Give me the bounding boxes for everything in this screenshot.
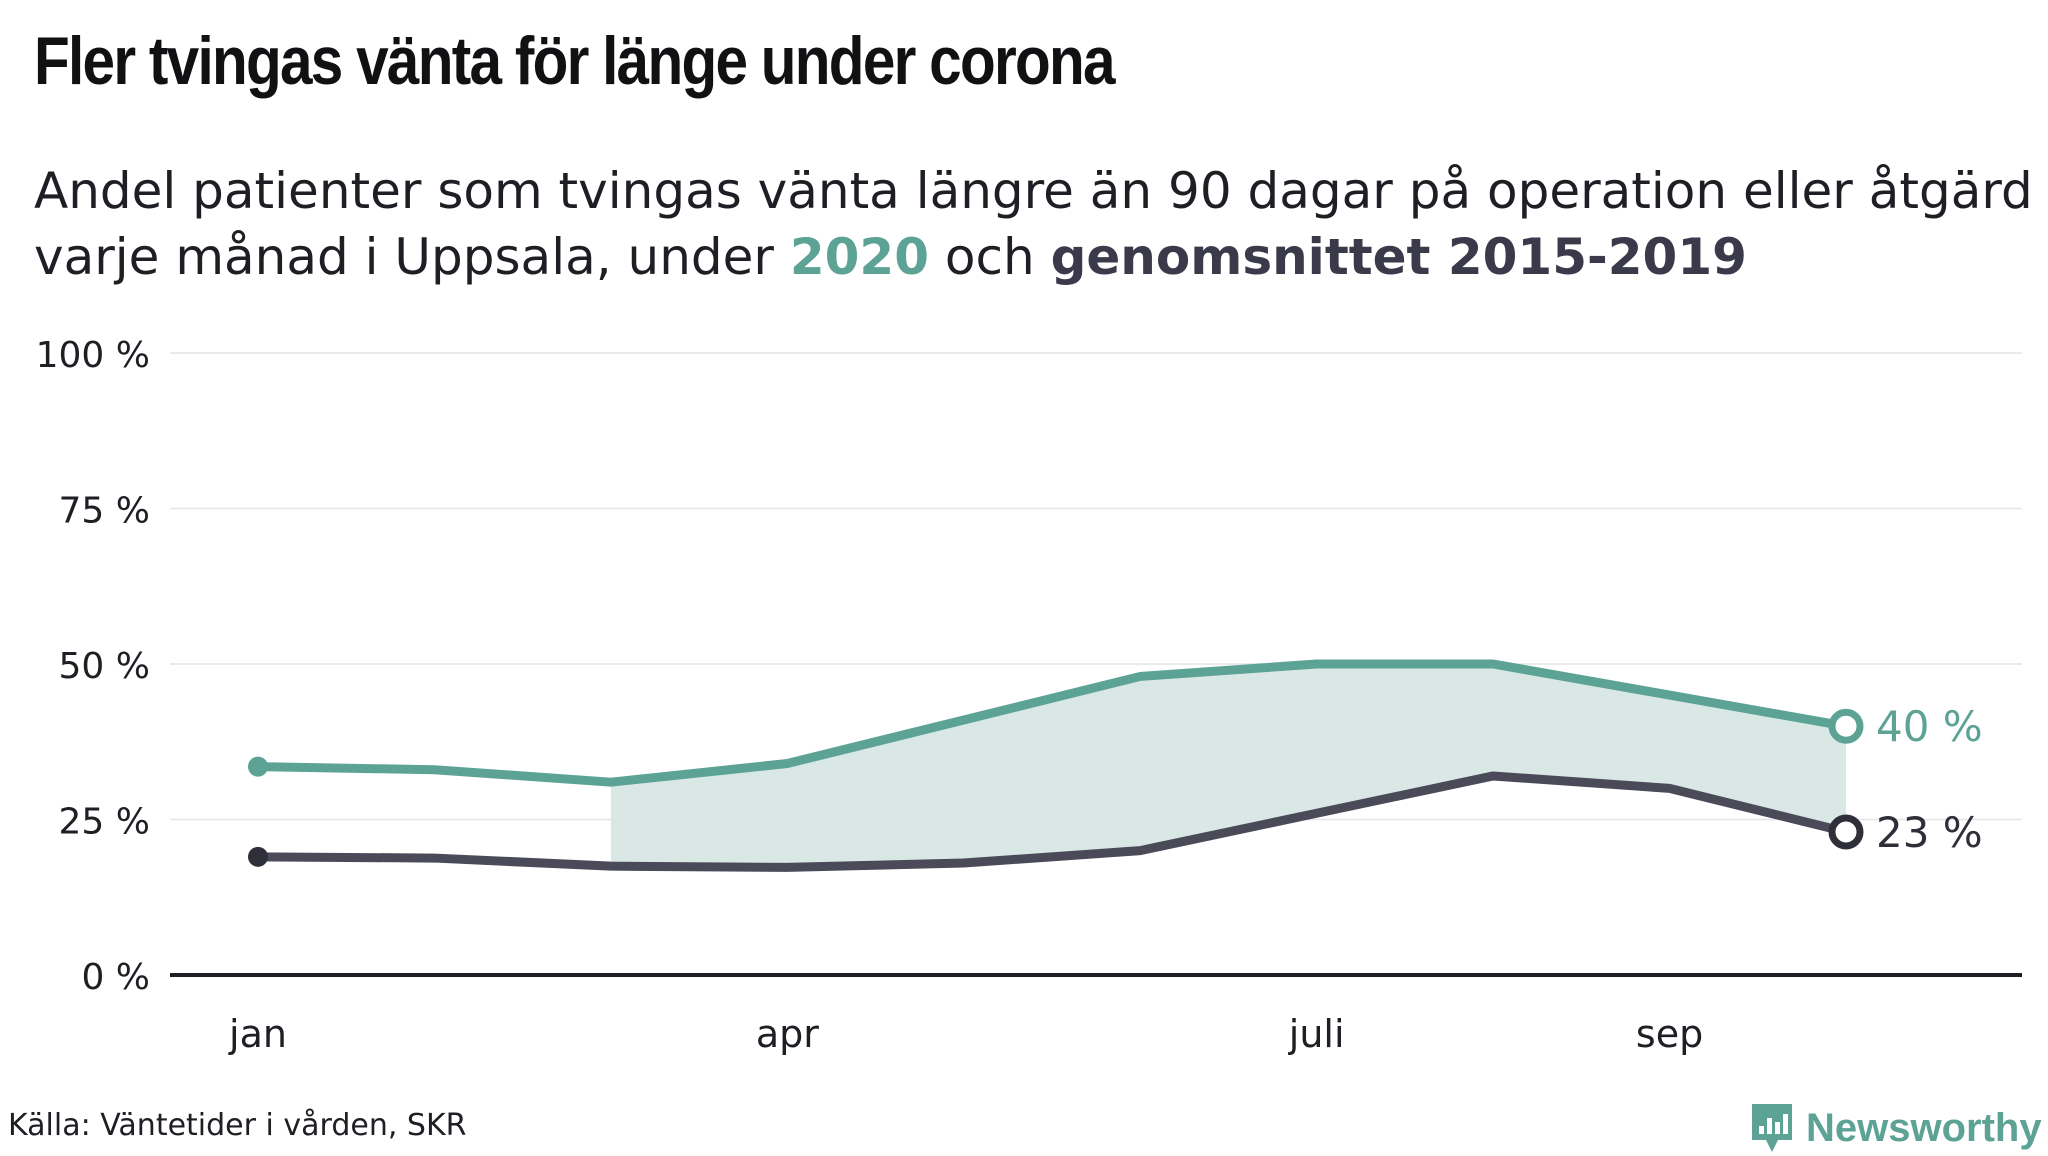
newsworthy-chart-icon <box>1752 1104 1792 1152</box>
subtitle-line-1: Andel patienter som tvingas vänta längre… <box>34 162 2033 220</box>
gap-area-fill <box>610 664 1846 868</box>
newsworthy-logo[interactable]: Newsworthy <box>1748 1100 2042 1156</box>
tick-labels: 0 % 25 % 50 % 75 % 100 % jan apr juli sep 40 % 23 … <box>36 335 1983 1056</box>
subtitle-prefix: varje månad i Uppsala, under <box>34 228 790 286</box>
series-line-1 <box>253 771 1851 872</box>
x-tick-label-sep: sep <box>1636 1012 1703 1056</box>
x-tick-label-jan: jan <box>228 1012 287 1056</box>
x-tick-label-apr: apr <box>756 1012 819 1056</box>
legend-average: genomsnittet 2015-2019 <box>1050 228 1747 286</box>
series-end-label-1: 23 % <box>1876 808 1983 857</box>
gap-area <box>610 664 1846 868</box>
series-end-label-0: 40 % <box>1876 702 1983 751</box>
y-tick-label-25: 25 % <box>59 802 150 843</box>
series-line-0 <box>253 659 1851 787</box>
series-end-point-0 <box>1828 708 1864 744</box>
subtitle-line-2: varje månad i Uppsala, under 2020 och ge… <box>34 224 2033 290</box>
y-tick-label-100: 100 % <box>36 335 150 376</box>
y-tick-label-75: 75 % <box>59 491 150 532</box>
subtitle-mid: och <box>929 228 1051 286</box>
y-tick-label-0: 0 % <box>81 957 150 998</box>
chart-title: Fler tvingas vänta för länge under coron… <box>34 23 1116 99</box>
logo-text: Newsworthy <box>1806 1105 2042 1150</box>
series-start-point-0 <box>248 756 268 777</box>
y-tick-label-50: 50 % <box>59 646 150 687</box>
series-lines <box>248 659 1864 872</box>
chart-subtitle: Andel patienter som tvingas vänta längre… <box>34 158 2033 290</box>
legend-2020: 2020 <box>789 228 930 286</box>
grid-lines <box>170 352 2022 821</box>
series-start-point-1 <box>248 846 268 867</box>
series-end-point-1 <box>1828 814 1864 850</box>
x-tick-label-juli: juli <box>1288 1012 1345 1056</box>
source-note: Källa: Väntetider i vården, SKR <box>8 1108 467 1143</box>
